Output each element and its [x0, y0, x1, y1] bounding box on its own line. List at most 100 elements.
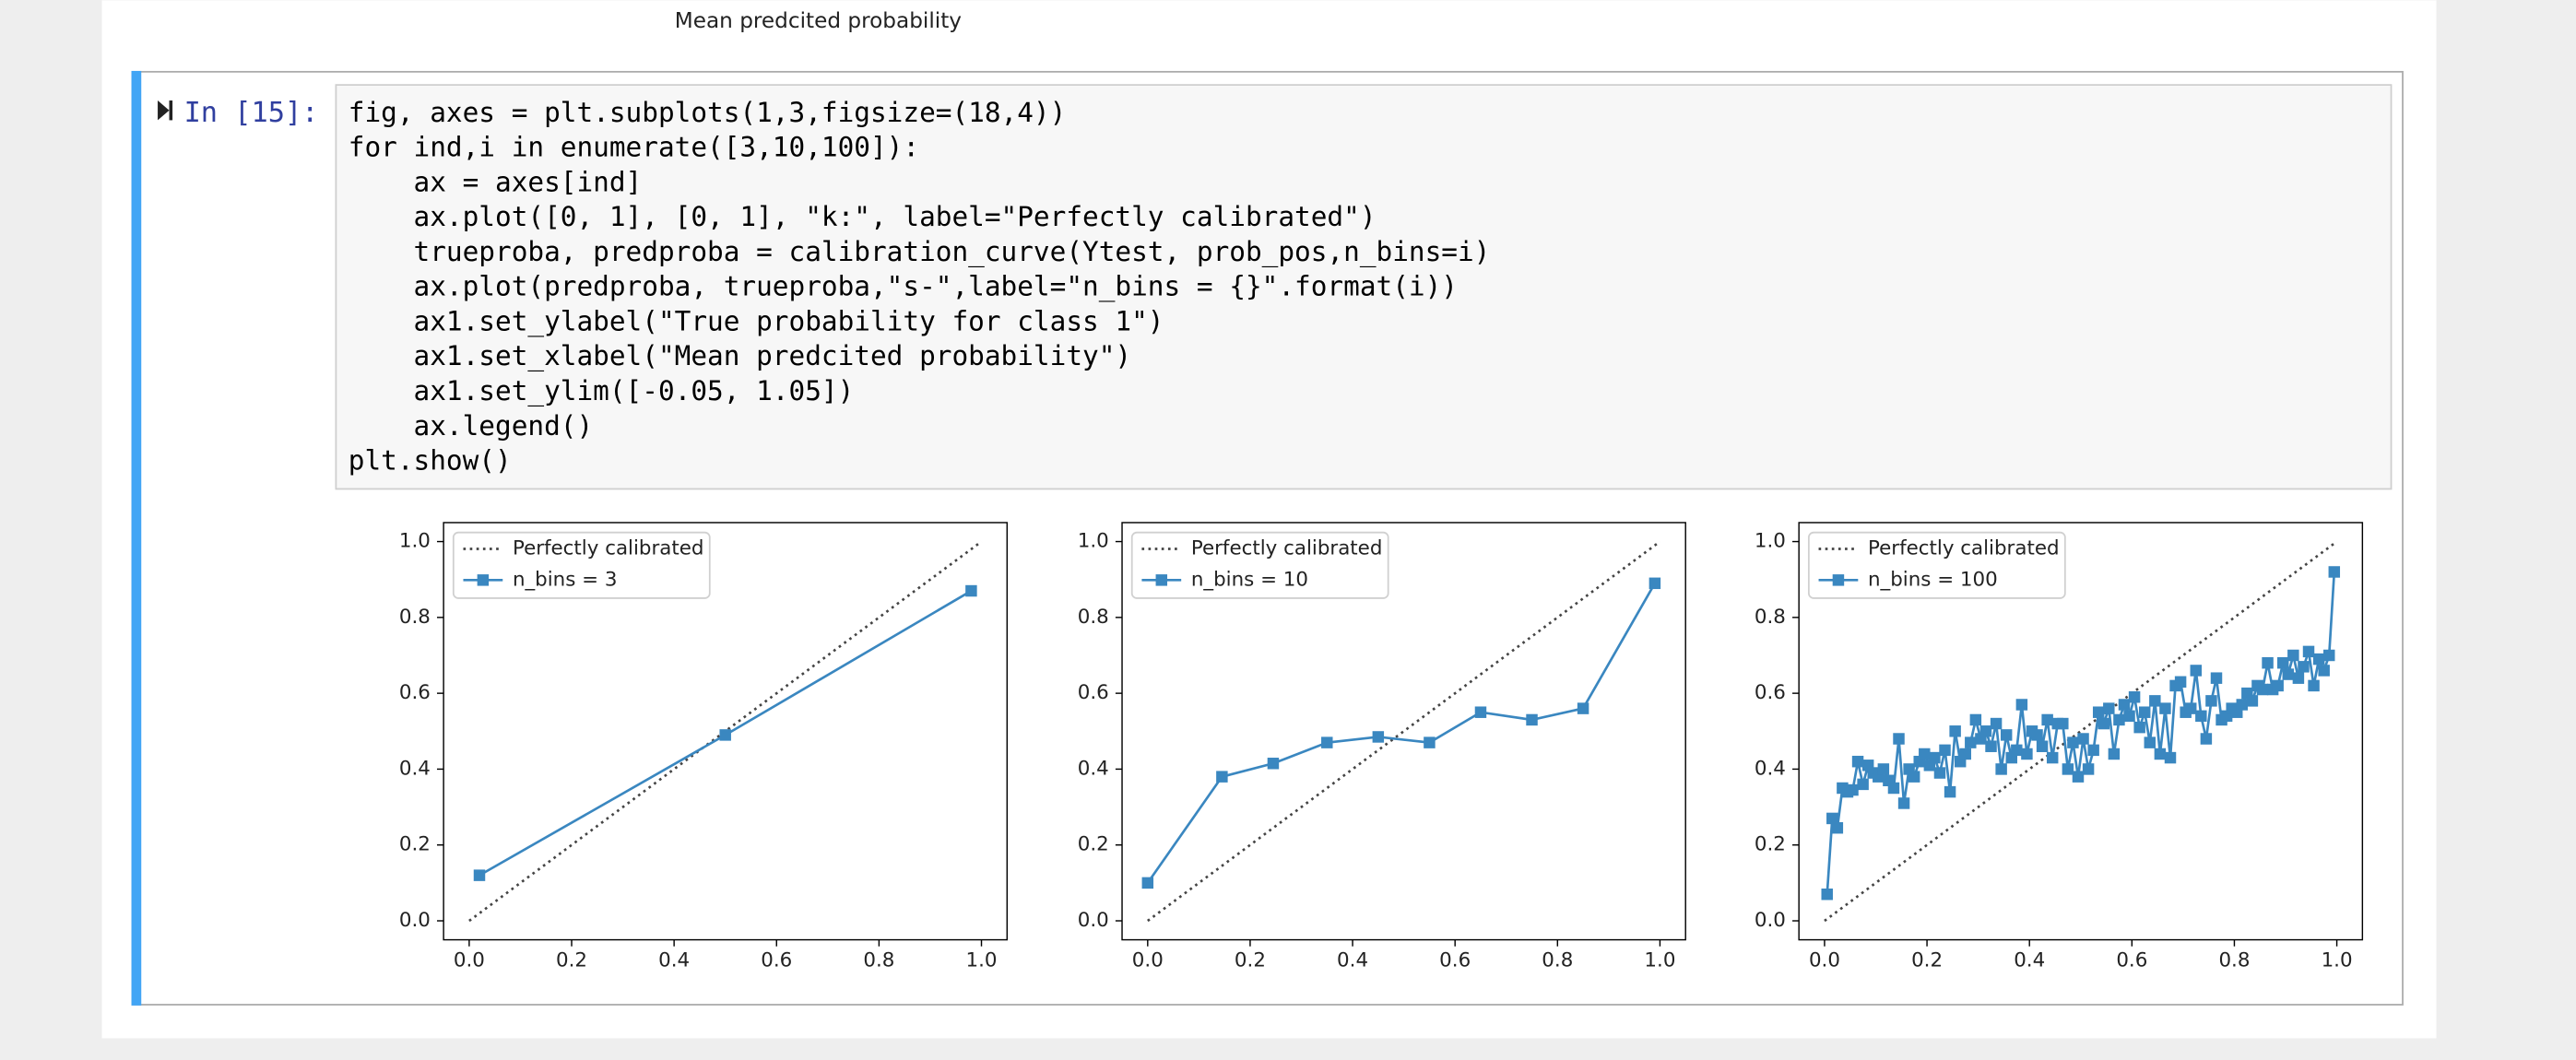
marker	[2133, 721, 2145, 734]
y-tick-label: 0.2	[1078, 833, 1109, 856]
y-tick-label: 0.2	[399, 833, 431, 856]
code-input[interactable]	[335, 84, 2393, 490]
marker	[2087, 744, 2099, 757]
x-tick-label: 0.6	[761, 949, 792, 972]
marker	[1851, 755, 1864, 768]
marker	[2246, 695, 2259, 707]
run-button[interactable]	[158, 100, 173, 121]
marker	[2200, 733, 2213, 745]
code-line: for ind,i in enumerate([3,10,100]):	[349, 132, 919, 163]
marker	[1821, 888, 1833, 901]
legend: Perfectly calibrated n_bins = 10	[1130, 531, 1389, 599]
marker	[2154, 748, 2167, 760]
marker	[1985, 740, 1997, 752]
marker	[1944, 785, 1956, 798]
legend-box	[452, 531, 711, 599]
marker	[2262, 656, 2274, 669]
marker	[2190, 665, 2203, 677]
code-lines: fig, axes = plt.subplots(1,3,figsize=(18…	[349, 97, 1491, 477]
code-line: trueproba, predproba = calibration_curve…	[349, 236, 1491, 268]
marker	[2092, 706, 2105, 718]
x-tick-label: 0.0	[1809, 949, 1840, 972]
reference-line	[1147, 540, 1661, 923]
x-tick-label: 0.8	[863, 949, 894, 972]
marker	[1965, 736, 1977, 748]
marker	[2312, 653, 2325, 665]
y-tick-label: 0.4	[1755, 757, 1786, 780]
marker	[1908, 771, 1920, 783]
marker	[1826, 812, 1838, 825]
code-line: ax.plot(predproba, trueproba,"s-",label=…	[349, 271, 1458, 303]
marker	[1216, 771, 1228, 783]
legend-marker	[477, 574, 490, 586]
code-line: ax.plot([0, 1], [0, 1], "k:", label="Per…	[349, 201, 1377, 232]
legend-marker	[1832, 574, 1845, 586]
marker	[2302, 645, 2315, 658]
x-tick-label: 1.0	[1644, 949, 1675, 972]
x-tick-label: 1.0	[966, 949, 998, 972]
marker	[2036, 740, 2049, 752]
legend-label: n_bins = 100	[1868, 568, 1998, 591]
legend-box	[1807, 531, 2066, 599]
x-tick-label: 0.6	[2116, 949, 2147, 972]
marker	[2292, 672, 2305, 684]
y-tick-label: 0.0	[399, 909, 431, 932]
x-tick-label: 0.4	[1337, 949, 1368, 972]
marker	[1424, 736, 1436, 748]
marker	[1831, 821, 1844, 834]
marker	[1474, 706, 1487, 718]
marker	[2062, 763, 2074, 775]
marker	[2184, 702, 2197, 714]
marker	[1887, 782, 1900, 795]
marker	[2205, 695, 2217, 707]
code-line: ax = axes[ind]	[349, 166, 643, 197]
marker	[2077, 733, 2089, 745]
code-line: ax1.set_ylabel("True probability for cla…	[349, 305, 1164, 337]
marker	[2149, 695, 2161, 707]
marker	[2323, 649, 2335, 662]
reference-line	[1824, 540, 2338, 923]
y-tick-label: 0.6	[399, 681, 431, 704]
previous-output-xlabel: Mean predcited probability	[675, 9, 963, 33]
x-tick-label: 0.6	[1439, 949, 1471, 972]
marker	[2174, 676, 2187, 689]
plot-frame	[443, 522, 1009, 941]
marker	[1959, 748, 1971, 760]
marker	[1267, 758, 1280, 770]
x-tick-label: 0.2	[1911, 949, 1943, 972]
x-tick-label: 0.2	[556, 949, 587, 972]
marker	[2128, 691, 2141, 703]
marker	[2195, 710, 2207, 723]
legend: Perfectly calibrated n_bins = 100	[1807, 531, 2066, 599]
marker	[1897, 797, 1910, 809]
marker	[1321, 736, 1333, 748]
marker	[965, 584, 977, 597]
marker	[2103, 702, 2115, 714]
legend-marker	[1155, 574, 1168, 586]
marker	[2328, 566, 2341, 578]
marker	[2298, 661, 2310, 673]
y-tick-label: 0.8	[399, 606, 431, 629]
x-tick-label: 1.0	[2322, 949, 2353, 972]
marker	[2308, 679, 2320, 692]
marker	[2318, 665, 2330, 677]
cell-selection-bar	[131, 70, 142, 1006]
marker	[2000, 729, 2013, 741]
y-tick-label: 0.4	[399, 757, 431, 780]
marker	[2057, 717, 2069, 730]
marker	[2287, 649, 2299, 662]
legend: Perfectly calibrated n_bins = 3	[452, 531, 711, 599]
marker	[1877, 763, 1890, 775]
legend-label: n_bins = 3	[513, 568, 618, 591]
x-tick-label: 0.2	[1235, 949, 1266, 972]
marker	[1995, 763, 2007, 775]
marker	[2164, 751, 2177, 764]
marker	[1372, 731, 1385, 743]
cell-prompt: In [15]:	[184, 97, 319, 129]
legend-label: Perfectly calibrated	[1191, 536, 1383, 559]
marker	[2159, 702, 2171, 714]
marker	[1969, 713, 1982, 726]
y-tick-label: 1.0	[399, 530, 431, 553]
x-tick-label: 0.4	[2014, 949, 2045, 972]
